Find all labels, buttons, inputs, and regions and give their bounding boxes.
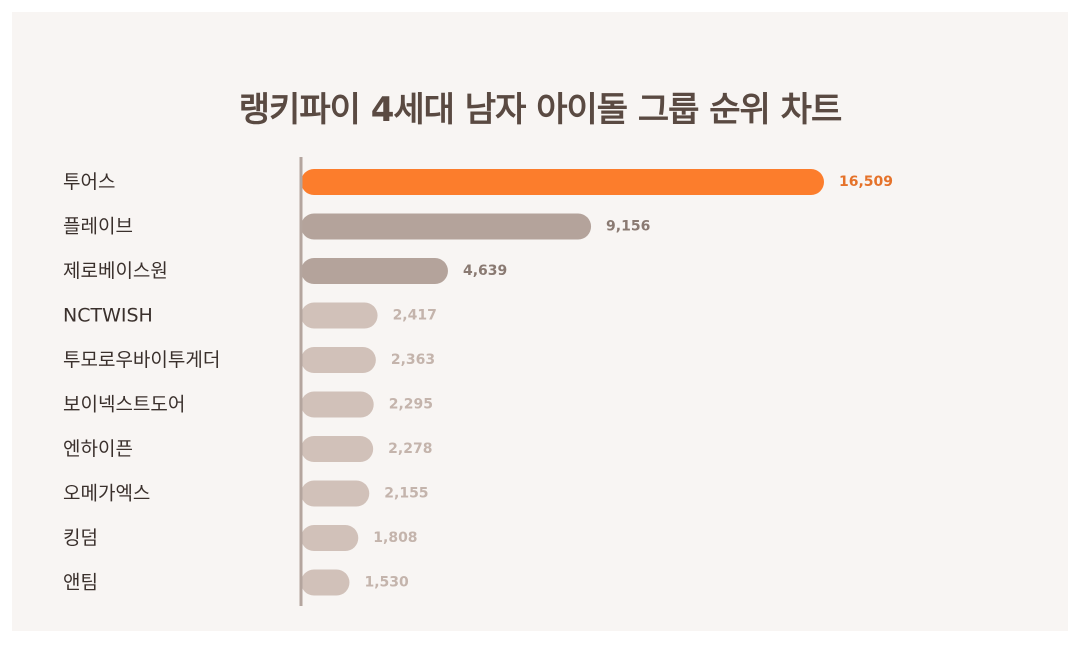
bar	[301, 258, 448, 284]
bar	[301, 169, 824, 195]
bar	[301, 391, 374, 418]
value-label: 1,808	[373, 530, 417, 546]
value-label: 2,417	[393, 308, 437, 324]
category-label: 플레이브	[63, 216, 133, 238]
bar	[301, 347, 376, 373]
chart-title: 랭키파이 4세대 남자 아이돌 그룹 순위 차트	[238, 90, 842, 130]
category-label: 킹덤	[63, 527, 98, 549]
value-label: 2,278	[388, 441, 432, 457]
chart-card	[12, 12, 1068, 631]
category-label: 엔하이픈	[63, 438, 133, 460]
category-label: 오메가엑스	[63, 483, 150, 505]
bar	[301, 302, 378, 329]
category-label: 보이넥스트도어	[63, 394, 185, 416]
category-label: 앤팀	[63, 572, 98, 594]
category-label: 투모로우바이투게더	[63, 349, 220, 371]
bar	[301, 525, 359, 551]
category-label: 제로베이스원	[63, 260, 168, 282]
bar	[301, 480, 370, 507]
value-label: 2,363	[391, 352, 435, 368]
value-label: 4,639	[463, 263, 507, 279]
value-label: 1,530	[364, 575, 409, 591]
category-label: 투어스	[63, 171, 115, 193]
value-label: 2,155	[384, 486, 428, 502]
value-label: 2,295	[389, 397, 433, 413]
bar	[301, 436, 374, 462]
category-label: NCTWISH	[63, 305, 153, 327]
bar	[301, 569, 350, 596]
bar	[301, 213, 592, 240]
value-label: 9,156	[606, 219, 650, 235]
value-label: 16,509	[839, 174, 893, 190]
